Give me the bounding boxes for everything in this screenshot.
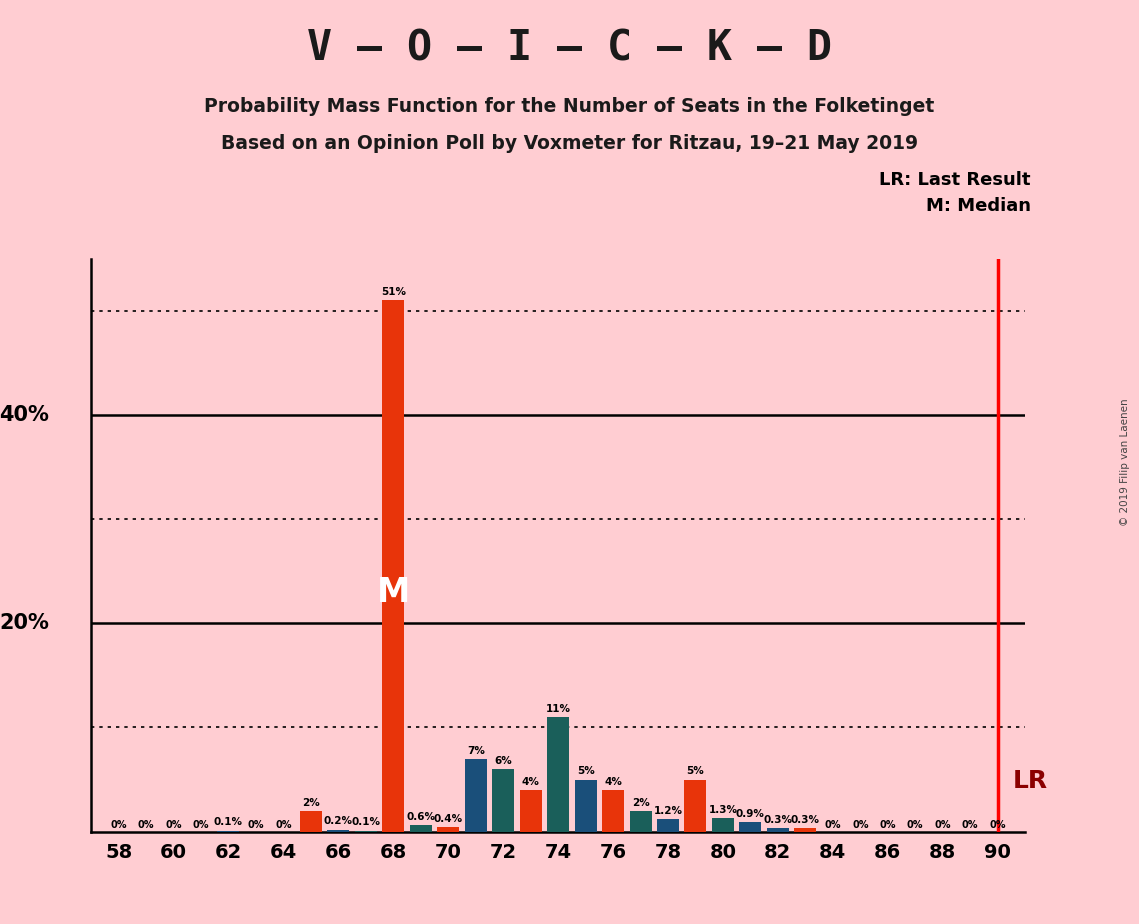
Text: 0.1%: 0.1% [214, 818, 243, 827]
Text: © 2019 Filip van Laenen: © 2019 Filip van Laenen [1121, 398, 1130, 526]
Text: 0.6%: 0.6% [407, 812, 435, 822]
Text: 0%: 0% [192, 820, 210, 830]
Text: 0%: 0% [962, 820, 978, 830]
Text: 1.2%: 1.2% [654, 806, 682, 816]
Text: LR: LR [1014, 769, 1048, 793]
Bar [767, 829, 789, 832]
Text: 0%: 0% [934, 820, 951, 830]
Bar [603, 790, 624, 832]
Text: 2%: 2% [302, 797, 320, 808]
Text: 11%: 11% [546, 704, 571, 714]
Bar [685, 780, 706, 832]
Text: 2%: 2% [632, 797, 649, 808]
Text: 0.9%: 0.9% [736, 809, 764, 819]
Text: 0%: 0% [990, 820, 1006, 830]
Text: M: M [377, 576, 410, 609]
Text: Probability Mass Function for the Number of Seats in the Folketinget: Probability Mass Function for the Number… [204, 97, 935, 116]
Bar [410, 825, 432, 832]
Bar [657, 819, 679, 832]
Text: 40%: 40% [0, 405, 49, 425]
Bar [794, 829, 817, 832]
Bar [574, 780, 597, 832]
Bar [519, 790, 542, 832]
Bar [300, 810, 322, 832]
Text: 0.3%: 0.3% [763, 815, 793, 825]
Text: 1.3%: 1.3% [708, 805, 737, 815]
Text: M: Median: M: Median [926, 197, 1031, 214]
Bar [355, 831, 377, 832]
Bar [383, 300, 404, 832]
Text: LR: Last Result: LR: Last Result [879, 171, 1031, 188]
Bar [739, 822, 761, 832]
Bar [437, 827, 459, 832]
Text: 51%: 51% [380, 287, 405, 298]
Bar [492, 769, 514, 832]
Text: 0%: 0% [276, 820, 292, 830]
Text: 0%: 0% [825, 820, 841, 830]
Text: 0.1%: 0.1% [351, 818, 380, 827]
Bar [712, 818, 734, 832]
Bar [547, 717, 570, 832]
Text: 0%: 0% [110, 820, 126, 830]
Text: 0%: 0% [879, 820, 896, 830]
Text: 0%: 0% [907, 820, 924, 830]
Bar [327, 830, 350, 832]
Text: 4%: 4% [604, 777, 622, 787]
Text: 0.3%: 0.3% [790, 815, 820, 825]
Text: 5%: 5% [687, 766, 704, 776]
Text: 7%: 7% [467, 746, 484, 756]
Text: 6%: 6% [494, 756, 513, 766]
Text: 0%: 0% [138, 820, 154, 830]
Text: 20%: 20% [0, 614, 49, 633]
Text: 4%: 4% [522, 777, 540, 787]
Text: 0.2%: 0.2% [323, 817, 353, 826]
Bar [630, 810, 652, 832]
Bar [218, 831, 239, 832]
Text: V – O – I – C – K – D: V – O – I – C – K – D [308, 28, 831, 69]
Text: 0%: 0% [852, 820, 869, 830]
Bar [465, 759, 486, 832]
Text: 5%: 5% [576, 766, 595, 776]
Text: 0%: 0% [247, 820, 264, 830]
Text: 0.4%: 0.4% [434, 814, 462, 824]
Text: 0%: 0% [165, 820, 182, 830]
Text: Based on an Opinion Poll by Voxmeter for Ritzau, 19–21 May 2019: Based on an Opinion Poll by Voxmeter for… [221, 134, 918, 153]
